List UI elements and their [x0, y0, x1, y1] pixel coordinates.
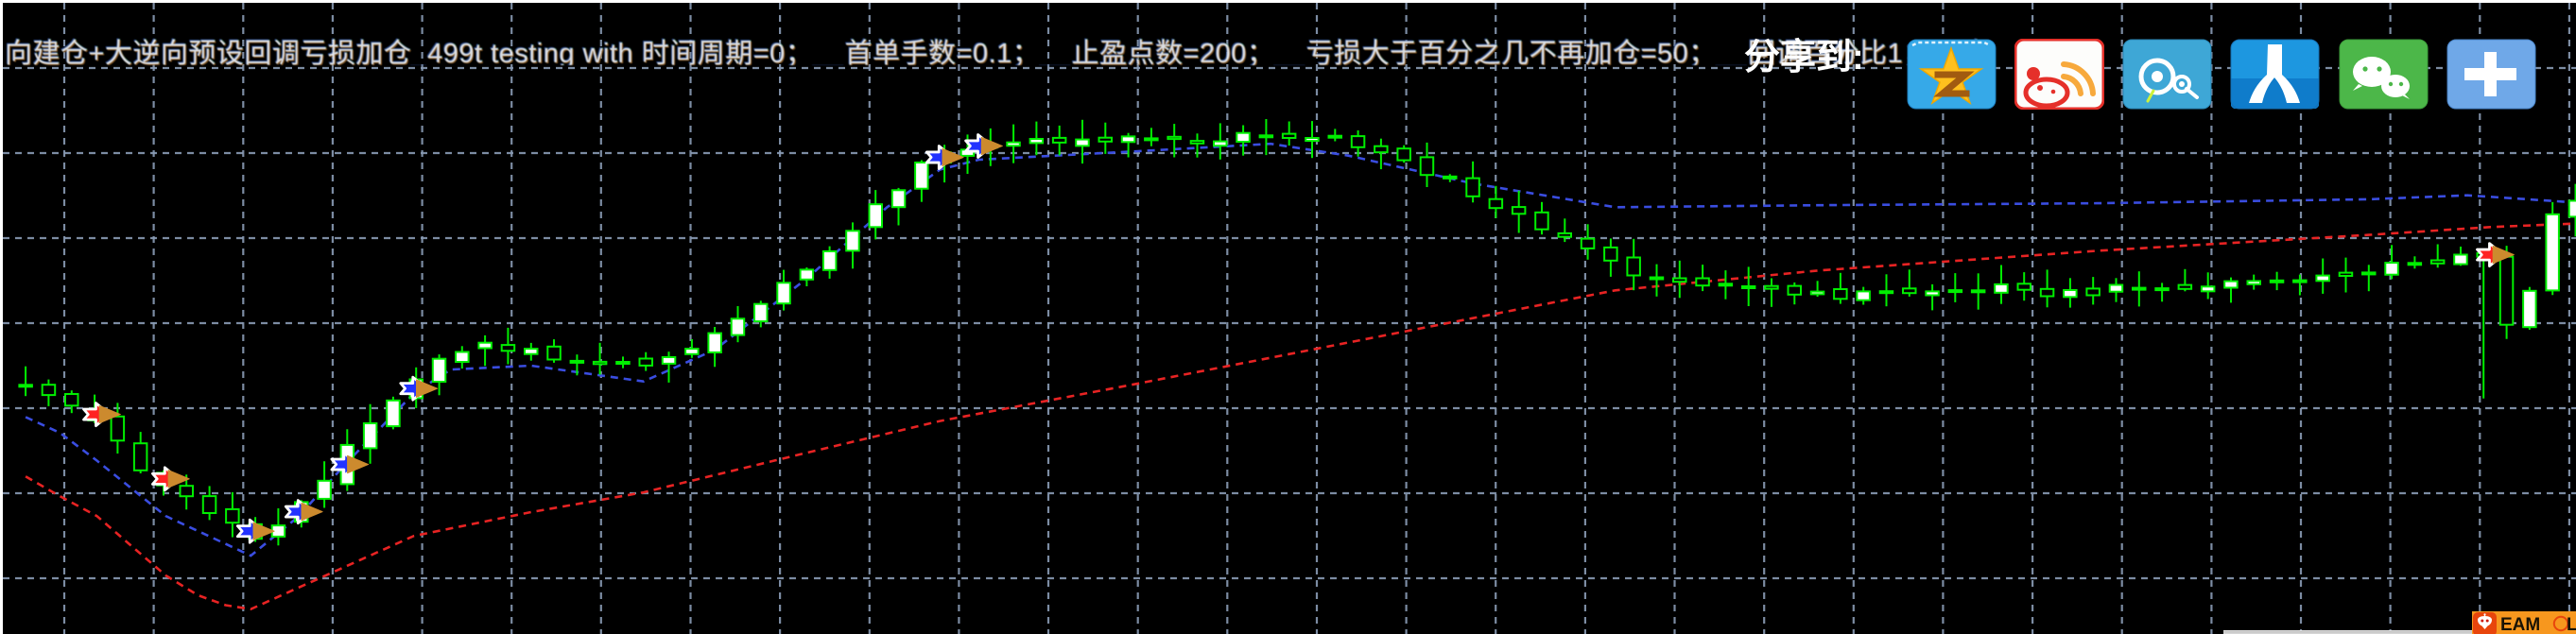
- svg-text:EAM: EAM: [2500, 615, 2540, 634]
- svg-text:L: L: [2567, 615, 2576, 634]
